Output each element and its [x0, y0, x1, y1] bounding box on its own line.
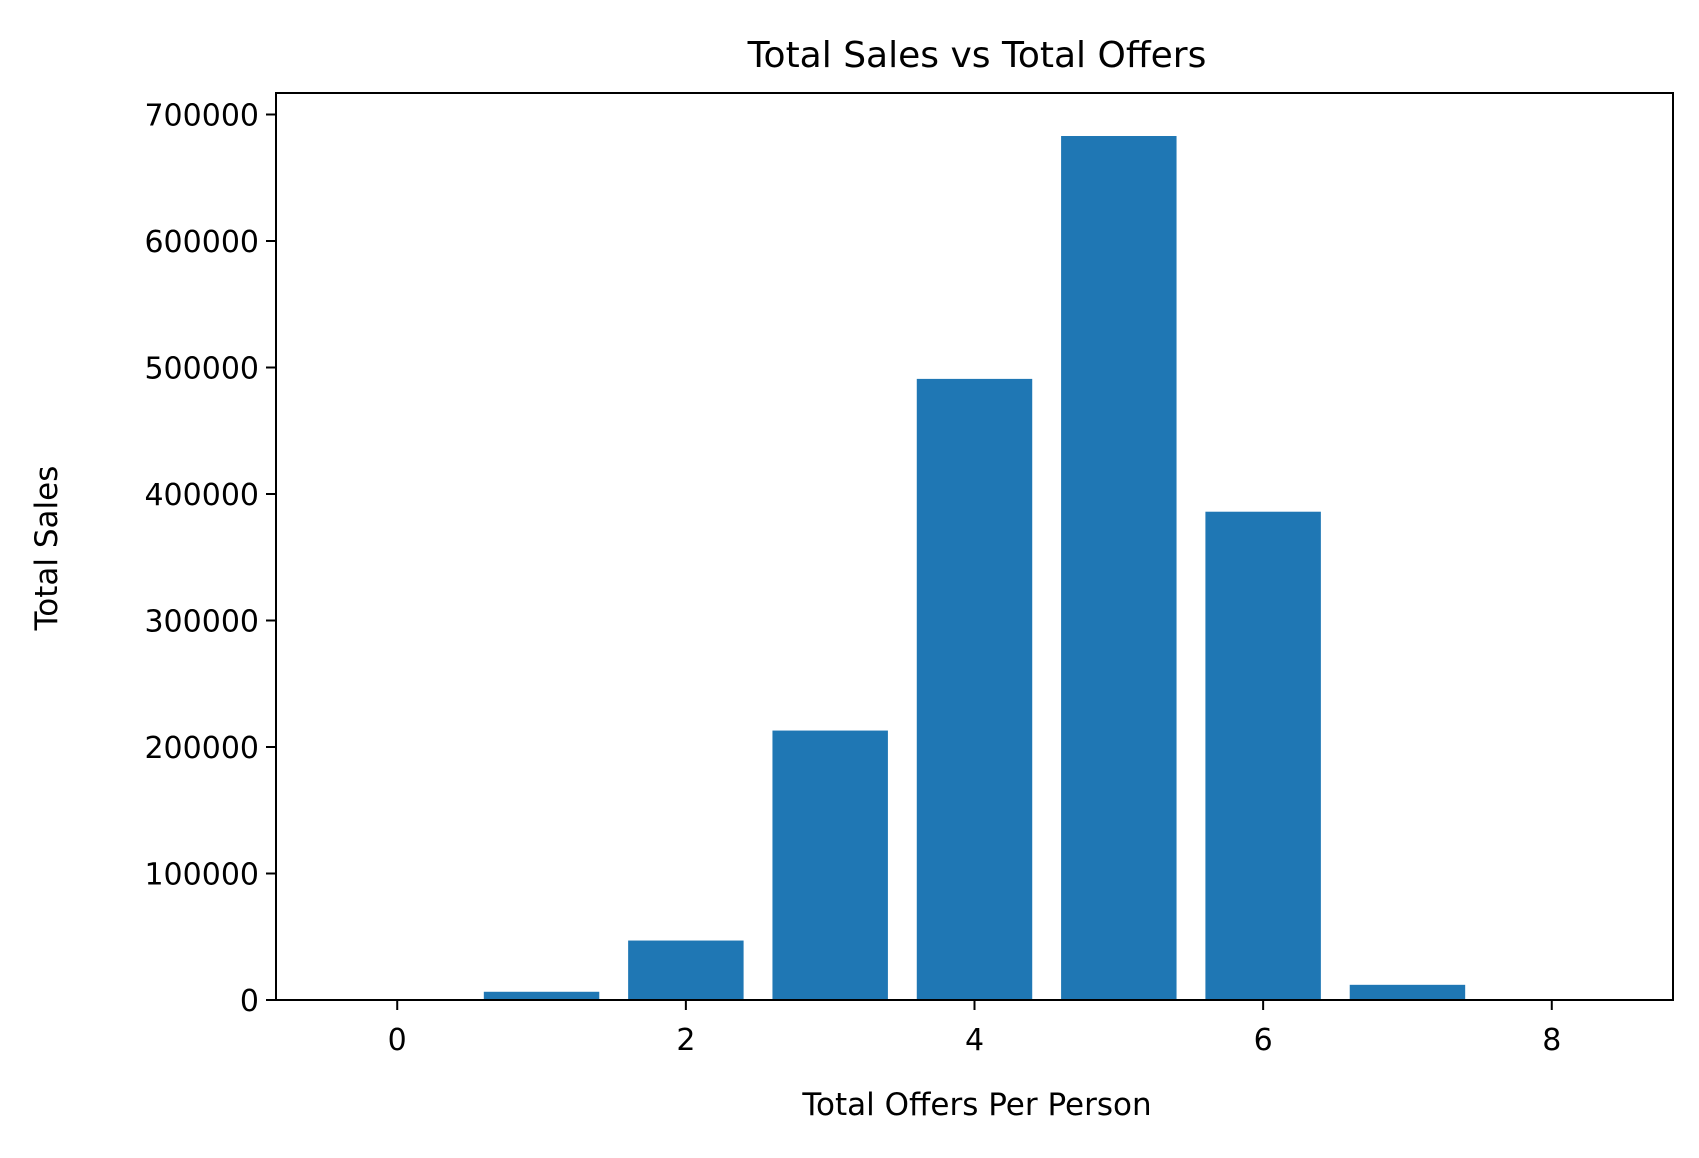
y-tick-label: 0 — [240, 984, 259, 1019]
x-tick-label: 8 — [1542, 1023, 1561, 1058]
plot-frame — [275, 92, 1674, 1001]
y-tick-label: 200000 — [144, 731, 259, 766]
x-tick-label: 0 — [388, 1023, 407, 1058]
x-tick-label: 2 — [676, 1023, 695, 1058]
bar-3 — [772, 730, 888, 1000]
x-axis-ticks: 0 2 4 6 8 — [388, 1000, 1561, 1058]
y-tick-label: 500000 — [144, 352, 259, 387]
bar-1 — [483, 991, 600, 1000]
bars-group — [483, 136, 1466, 1000]
x-tick-label: 6 — [1254, 1023, 1273, 1058]
x-axis-label: Total Offers Per Person — [801, 1087, 1151, 1123]
y-tick-label: 100000 — [144, 858, 259, 893]
bar-7 — [1349, 984, 1466, 1000]
x-tick-label: 4 — [965, 1023, 984, 1058]
bar-2 — [628, 940, 744, 1000]
y-tick-label: 600000 — [144, 225, 259, 260]
chart-title: Total Sales vs Total Offers — [747, 35, 1207, 76]
y-tick-label: 400000 — [144, 478, 259, 513]
bar-6 — [1205, 511, 1321, 1000]
y-axis-label: Total Sales — [29, 466, 65, 632]
y-tick-label: 700000 — [144, 99, 259, 134]
y-axis-ticks: 0 100000 200000 300000 400000 500000 600000 700… — [144, 99, 276, 1019]
y-tick-label: 300000 — [144, 605, 259, 640]
bar-5 — [1061, 136, 1177, 1000]
bar-4 — [916, 378, 1033, 1000]
